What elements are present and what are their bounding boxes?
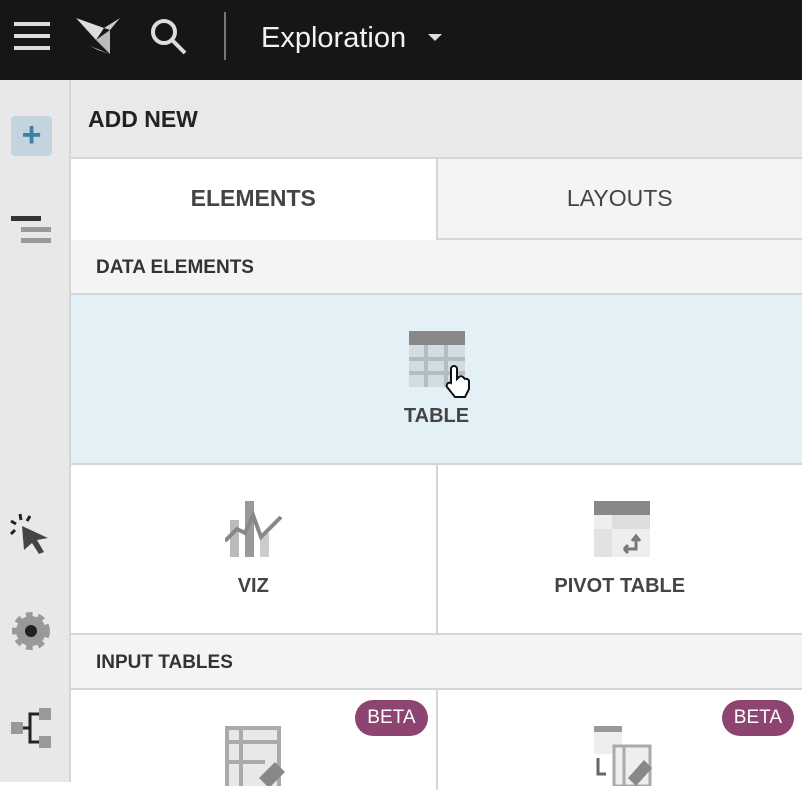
table-icon <box>409 331 479 401</box>
panel-header: ADD NEW <box>71 80 802 159</box>
divider <box>224 12 226 60</box>
table-element-button[interactable]: TABLE <box>71 295 802 465</box>
section-input-tables: INPUT TABLES <box>71 635 802 690</box>
viz-element-button[interactable]: VIZ <box>71 465 436 633</box>
logo-icon[interactable] <box>76 16 122 56</box>
linked-input-table-icon <box>592 726 652 786</box>
viz-icon <box>225 501 285 561</box>
lineage-icon[interactable] <box>11 708 53 748</box>
beta-badge: BETA <box>722 700 794 736</box>
viz-label: VIZ <box>71 575 436 598</box>
input-table-icon <box>225 726 285 786</box>
tab-elements[interactable]: ELEMENTS <box>71 159 436 240</box>
add-new-panel: ADD NEW ELEMENTS LAYOUTS DATA ELEMENTS T… <box>71 80 802 782</box>
linked-input-table-button[interactable]: BETA <box>436 690 802 790</box>
settings-gear-icon[interactable] <box>11 610 51 652</box>
plus-icon[interactable]: + <box>11 116 52 156</box>
beta-badge: BETA <box>355 700 427 736</box>
pivot-table-element-button[interactable]: PIVOT TABLE <box>436 465 802 633</box>
workbook-title[interactable]: Exploration <box>261 18 406 58</box>
pivot-table-label: PIVOT TABLE <box>438 575 802 598</box>
pivot-table-icon <box>592 501 652 561</box>
section-data-elements: DATA ELEMENTS <box>71 240 802 295</box>
top-bar: Exploration <box>0 0 802 80</box>
outline-icon[interactable] <box>11 216 51 248</box>
input-table-button[interactable]: BETA <box>71 690 436 790</box>
menu-icon[interactable] <box>14 22 50 52</box>
interaction-cursor-icon[interactable] <box>8 512 52 556</box>
tab-layouts[interactable]: LAYOUTS <box>436 159 802 240</box>
table-label: TABLE <box>71 405 802 428</box>
search-icon[interactable] <box>150 18 188 56</box>
chevron-down-icon[interactable] <box>428 34 442 41</box>
left-rail: + <box>0 80 71 782</box>
